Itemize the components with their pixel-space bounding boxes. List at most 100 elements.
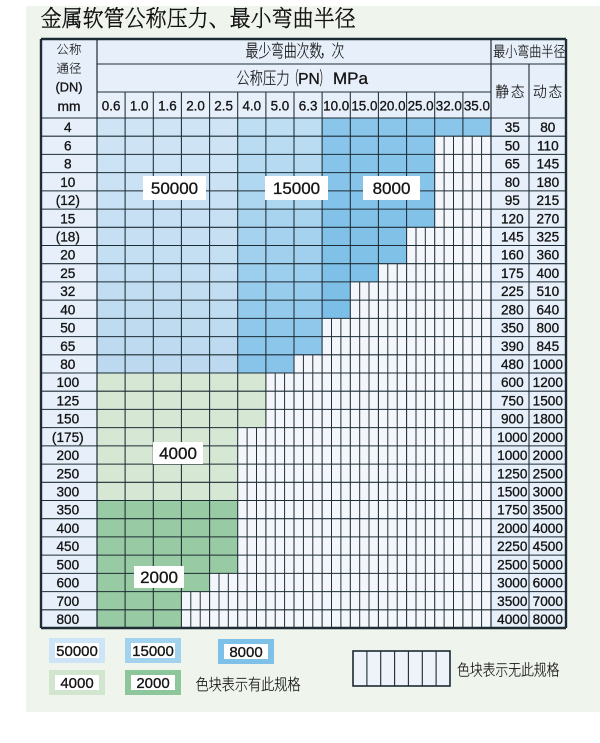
svg-text:8000: 8000 [533,612,564,627]
svg-text:1500: 1500 [497,485,528,500]
svg-text:(18): (18) [56,230,80,245]
svg-text:15.0: 15.0 [351,99,377,114]
svg-text:6.3: 6.3 [299,99,318,114]
svg-text:325: 325 [536,230,559,245]
svg-text:20: 20 [60,248,76,263]
svg-text:225: 225 [501,284,524,299]
svg-text:360: 360 [536,248,559,263]
svg-text:200: 200 [56,448,79,463]
svg-text:2000: 2000 [533,448,564,463]
svg-text:40: 40 [60,302,76,317]
svg-text:145: 145 [501,230,524,245]
svg-text:1800: 1800 [533,412,564,427]
svg-text:700: 700 [56,594,79,609]
svg-text:8000: 8000 [229,644,262,661]
svg-text:15: 15 [60,211,75,226]
svg-text:2000: 2000 [140,568,178,587]
svg-text:32: 32 [60,284,75,299]
svg-text:1250: 1250 [497,466,528,481]
svg-text:800: 800 [536,321,559,336]
svg-text:2250: 2250 [497,539,528,554]
svg-text:640: 640 [536,302,559,317]
svg-text:6: 6 [64,138,72,153]
svg-text:50: 50 [505,138,521,153]
svg-text:35: 35 [505,120,520,135]
svg-text:65: 65 [505,157,520,172]
svg-text:80: 80 [505,175,521,190]
svg-text:120: 120 [501,211,524,226]
svg-text:270: 270 [536,211,559,226]
svg-text:5000: 5000 [533,557,564,572]
svg-text:80: 80 [60,357,76,372]
svg-text:4000: 4000 [60,675,93,692]
svg-text:800: 800 [56,612,79,627]
svg-text:1000: 1000 [497,430,528,445]
svg-text:50: 50 [60,321,76,336]
svg-text:1200: 1200 [533,375,564,390]
svg-text:4000: 4000 [159,444,197,463]
svg-text:600: 600 [56,576,79,591]
svg-text:4: 4 [64,120,72,135]
svg-text:2000: 2000 [136,675,169,692]
svg-text:1.0: 1.0 [130,99,149,114]
svg-text:845: 845 [536,339,559,354]
svg-text:PN: PN [298,71,320,88]
svg-text:110: 110 [537,138,559,153]
svg-text:80: 80 [540,120,556,135]
svg-text:215: 215 [536,193,559,208]
svg-text:1000: 1000 [533,357,564,372]
svg-text:15000: 15000 [273,179,320,198]
svg-text:2500: 2500 [533,466,564,481]
svg-text:3000: 3000 [497,576,528,591]
svg-text:180: 180 [536,175,559,190]
svg-text:280: 280 [501,302,524,317]
svg-text:250: 250 [56,466,79,481]
svg-text:2.0: 2.0 [186,99,205,114]
svg-text:6000: 6000 [533,576,564,591]
svg-text:15000: 15000 [132,643,174,660]
svg-text:MPa: MPa [333,69,369,88]
svg-text:0.6: 0.6 [102,99,121,114]
svg-text:3500: 3500 [533,503,564,518]
svg-text:4000: 4000 [497,612,528,627]
svg-text:500: 500 [56,557,79,572]
svg-text:25: 25 [60,266,75,281]
svg-text:50000: 50000 [56,643,98,660]
svg-text:900: 900 [501,412,524,427]
svg-text:95: 95 [505,193,520,208]
svg-text:350: 350 [56,503,79,518]
svg-text:5.0: 5.0 [271,99,290,114]
svg-text:10.0: 10.0 [323,99,349,114]
svg-text:160: 160 [501,248,524,263]
svg-text:1500: 1500 [533,393,564,408]
svg-text:600: 600 [501,375,524,390]
svg-text:8: 8 [64,157,72,172]
svg-text:145: 145 [536,157,559,172]
svg-text:3500: 3500 [497,594,528,609]
svg-text:100: 100 [56,375,79,390]
svg-text:20.0: 20.0 [379,99,405,114]
svg-text:1750: 1750 [497,503,528,518]
svg-text:1.6: 1.6 [158,99,177,114]
svg-text:4000: 4000 [533,521,564,536]
svg-text:10: 10 [60,175,76,190]
svg-text:(DN): (DN) [55,79,82,94]
svg-text:4500: 4500 [533,539,564,554]
svg-text:480: 480 [501,357,524,372]
svg-text:300: 300 [56,485,79,500]
svg-text:8000: 8000 [373,179,411,198]
svg-text:2000: 2000 [497,521,528,536]
svg-text:32.0: 32.0 [436,99,462,114]
svg-text:35.0: 35.0 [464,99,490,114]
svg-text:25.0: 25.0 [408,99,434,114]
svg-text:400: 400 [56,521,79,536]
svg-text:1000: 1000 [497,448,528,463]
svg-text:390: 390 [501,339,524,354]
svg-text:750: 750 [501,393,524,408]
svg-text:150: 150 [56,412,79,427]
svg-text:50000: 50000 [151,179,198,198]
svg-text:125: 125 [56,393,79,408]
svg-text:510: 510 [536,284,559,299]
svg-text:2000: 2000 [533,430,564,445]
svg-text:7000: 7000 [533,594,564,609]
